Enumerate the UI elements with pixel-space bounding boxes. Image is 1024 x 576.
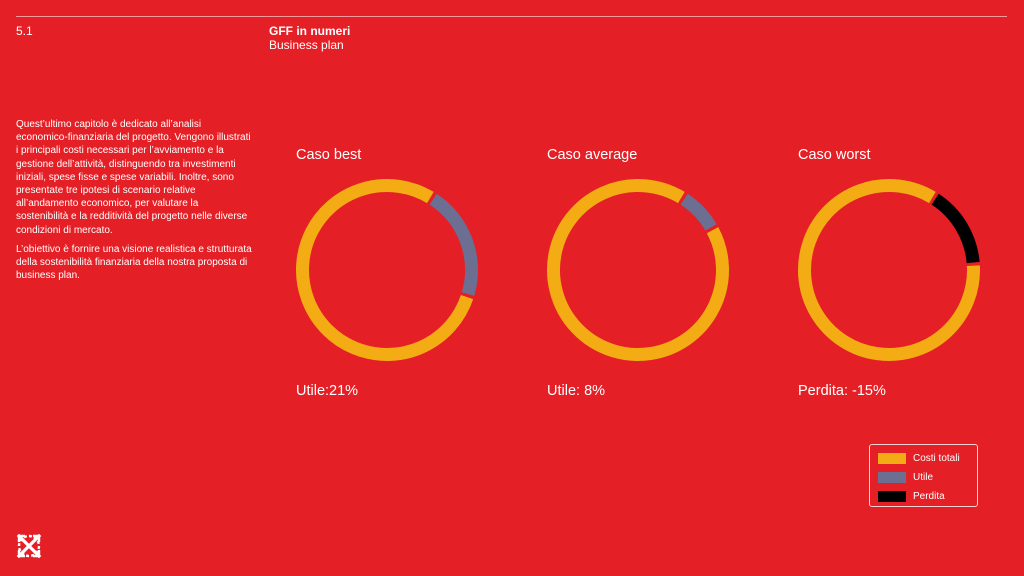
legend-item-loss: Perdita xyxy=(878,490,945,502)
chart-result-worst: Perdita: -15% xyxy=(798,383,886,399)
intro-paragraph-2: L’obiettivo è fornire una visione realis… xyxy=(16,243,252,282)
chart-title-worst: Caso worst xyxy=(798,147,871,163)
donut-slice-best-profit xyxy=(429,193,478,296)
chart-title-best: Caso best xyxy=(296,147,362,163)
page-subtitle: Business plan xyxy=(269,38,344,52)
page-title: GFF in numeri xyxy=(269,24,351,38)
legend-swatch-loss xyxy=(878,490,906,502)
donut-slice-worst-costs xyxy=(798,179,980,361)
donut-slice-worst-loss xyxy=(931,193,980,264)
intro-paragraph-1: Quest’ultimo capitolo è dedicato all’ana… xyxy=(16,119,251,236)
legend-label-costs: Costi totali xyxy=(913,452,960,464)
intro-text: Quest’ultimo capitolo è dedicato all’ana… xyxy=(16,118,252,288)
gff-logo-icon xyxy=(16,533,42,559)
chart-result-best: Utile:21% xyxy=(296,383,359,399)
donut-slice-average-profit xyxy=(680,193,717,231)
chart-title-average: Caso average xyxy=(547,147,638,163)
chart-result-average: Utile: 8% xyxy=(547,383,606,399)
legend-label-profit: Utile xyxy=(913,471,934,483)
legend-item-costs: Costi totali xyxy=(878,452,960,464)
legend-item-profit: Utile xyxy=(878,471,933,483)
header-block: GFF in numeri Business plan xyxy=(269,24,350,52)
legend-swatch-profit xyxy=(878,471,906,483)
donut-slice-best-costs xyxy=(296,179,474,361)
donut-slice-average-costs xyxy=(547,179,729,361)
chart-legend: Costi totali Utile Perdita xyxy=(869,444,978,507)
top-divider xyxy=(16,16,1007,17)
legend-swatch-costs xyxy=(878,452,906,464)
legend-label-loss: Perdita xyxy=(913,490,945,502)
section-number: 5.1 xyxy=(16,24,33,38)
